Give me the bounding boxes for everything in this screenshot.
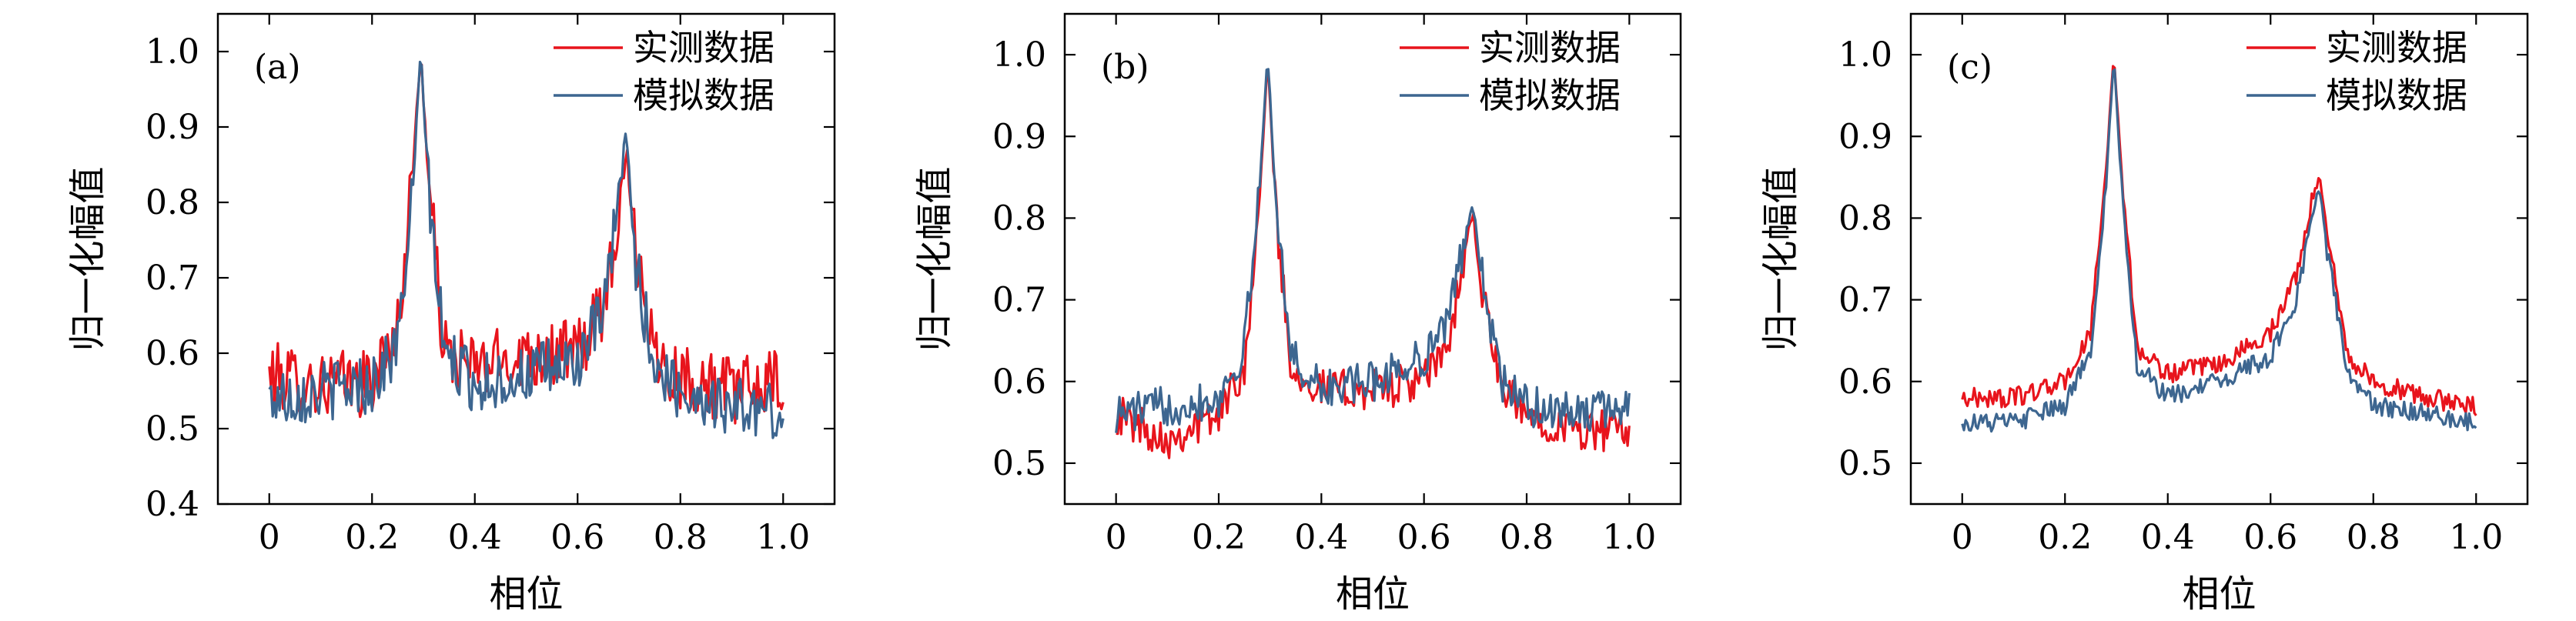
y-tick-label: 0.8 [1838, 199, 1892, 238]
y-tick-label: 0.9 [146, 108, 199, 147]
y-tick-label: 0.9 [992, 117, 1046, 156]
series-line-simulated [1115, 68, 1631, 433]
y-tick-label: 0.6 [992, 362, 1046, 402]
x-axis-label: 相位 [489, 573, 563, 616]
y-tick-label: 1.0 [992, 35, 1046, 75]
y-tick-label: 0.7 [146, 259, 199, 298]
chart-panel-3: 0 0.2 0.4 0.6 0.8 1.0 0.5 0.6 0.7 0.8 0.9 1.0 (c) 实测数… [1759, 12, 2529, 616]
y-tick-label: 1.0 [1838, 35, 1892, 75]
axes-frame [216, 12, 836, 506]
axes-frame [1909, 12, 2529, 506]
x-tick-label: 1.0 [2449, 518, 2503, 557]
x-tick-label: 0.8 [2347, 518, 2400, 557]
series-line-simulated [1961, 68, 2477, 433]
legend-label-measured: 实测数据 [633, 27, 774, 68]
x-tick-label: 0 [1952, 518, 1973, 557]
y-tick-label: 0.5 [992, 444, 1046, 483]
y-tick-label: 1.0 [146, 32, 199, 72]
y-tick-label: 0.5 [1838, 444, 1892, 483]
y-tick-label: 0.6 [1838, 362, 1892, 402]
y-tick-label: 0.7 [992, 281, 1046, 320]
x-tick-label: 0.4 [1294, 518, 1348, 557]
series-line-measured [1116, 69, 1631, 459]
chart-panel-1: 0 0.2 0.4 0.6 0.8 1.0 0.4 0.5 0.6 0.7 0.8 0.9 1.0 (a)… [66, 12, 836, 616]
x-axis-label: 相位 [2182, 573, 2256, 616]
y-tick-label: 0.4 [146, 485, 199, 524]
panel-label: (b) [1101, 48, 1149, 87]
x-tick-label: 0.6 [2243, 518, 2297, 557]
series-line-measured [1961, 65, 2477, 416]
x-tick-label: 0.2 [2038, 518, 2092, 557]
x-tick-label: 0.4 [448, 518, 502, 557]
legend-label-measured: 实测数据 [2326, 27, 2467, 68]
y-tick-label: 0.5 [146, 409, 199, 449]
y-axis-label: 归一化幅值 [913, 166, 956, 351]
x-tick-label: 1.0 [1602, 518, 1656, 557]
y-axis-label: 归一化幅值 [1759, 166, 1802, 351]
y-tick-label: 0.8 [146, 183, 199, 222]
legend-label-measured: 实测数据 [1479, 27, 1621, 68]
x-tick-label: 0 [259, 518, 280, 557]
y-tick-label: 0.6 [146, 334, 199, 373]
x-tick-label: 0.8 [1500, 518, 1554, 557]
legend-label-simulated: 模拟数据 [1479, 75, 1621, 116]
legend-label-simulated: 模拟数据 [2326, 75, 2467, 116]
y-axis-label: 归一化幅值 [66, 166, 109, 351]
x-tick-label: 0.2 [345, 518, 399, 557]
x-tick-label: 0.2 [1192, 518, 1246, 557]
x-tick-label: 0.6 [550, 518, 604, 557]
x-tick-label: 0.8 [654, 518, 708, 557]
panel-label: (a) [254, 48, 301, 87]
y-tick-label: 0.9 [1838, 117, 1892, 156]
x-tick-label: 0 [1106, 518, 1127, 557]
y-tick-label: 0.7 [1838, 281, 1892, 320]
y-tick-label: 0.8 [992, 199, 1046, 238]
series-line-simulated [268, 60, 785, 439]
legend-label-simulated: 模拟数据 [633, 75, 774, 116]
x-tick-label: 1.0 [756, 518, 810, 557]
x-axis-label: 相位 [1336, 573, 1410, 616]
series-line-measured [268, 63, 785, 425]
chart-panel-2: 0 0.2 0.4 0.6 0.8 1.0 0.5 0.6 0.7 0.8 0.9 1.0 (b) 实测数… [913, 12, 1682, 616]
panel-label: (c) [1947, 48, 1992, 87]
x-tick-label: 0.6 [1397, 518, 1451, 557]
x-tick-label: 0.4 [2141, 518, 2195, 557]
axes-frame [1063, 12, 1682, 506]
